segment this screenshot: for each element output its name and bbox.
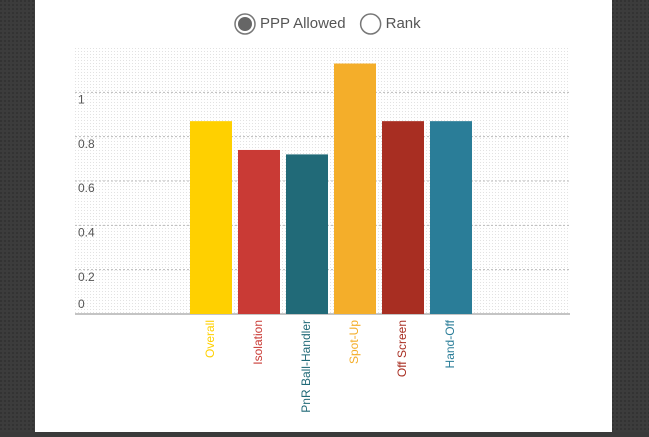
bar <box>334 63 376 315</box>
x-tick-label: PnR Ball-Handler <box>299 320 313 413</box>
y-tick-label: 0.2 <box>78 270 95 284</box>
y-tick-label: 0.4 <box>78 226 95 240</box>
x-tick-label: Off Screen <box>395 320 409 377</box>
bar <box>238 149 280 314</box>
y-tick-label: 0 <box>78 297 85 311</box>
y-tick-label: 0.8 <box>78 137 95 151</box>
x-tick-label: Hand-Off <box>443 319 457 368</box>
radio-dot <box>238 17 252 31</box>
bar <box>382 121 424 315</box>
bar <box>190 121 232 315</box>
x-tick-label: Overall <box>203 320 217 358</box>
y-tick-label: 0.6 <box>78 181 95 195</box>
x-tick-label: Spot-Up <box>347 320 361 364</box>
radio-button[interactable] <box>359 13 382 35</box>
x-tick-label: Isolation <box>251 320 265 365</box>
bar <box>430 121 472 315</box>
radio-label[interactable]: PPP Allowed <box>260 15 346 32</box>
radio-label[interactable]: Rank <box>386 15 422 32</box>
y-tick-label: 1 <box>78 93 85 107</box>
bar <box>286 154 328 314</box>
